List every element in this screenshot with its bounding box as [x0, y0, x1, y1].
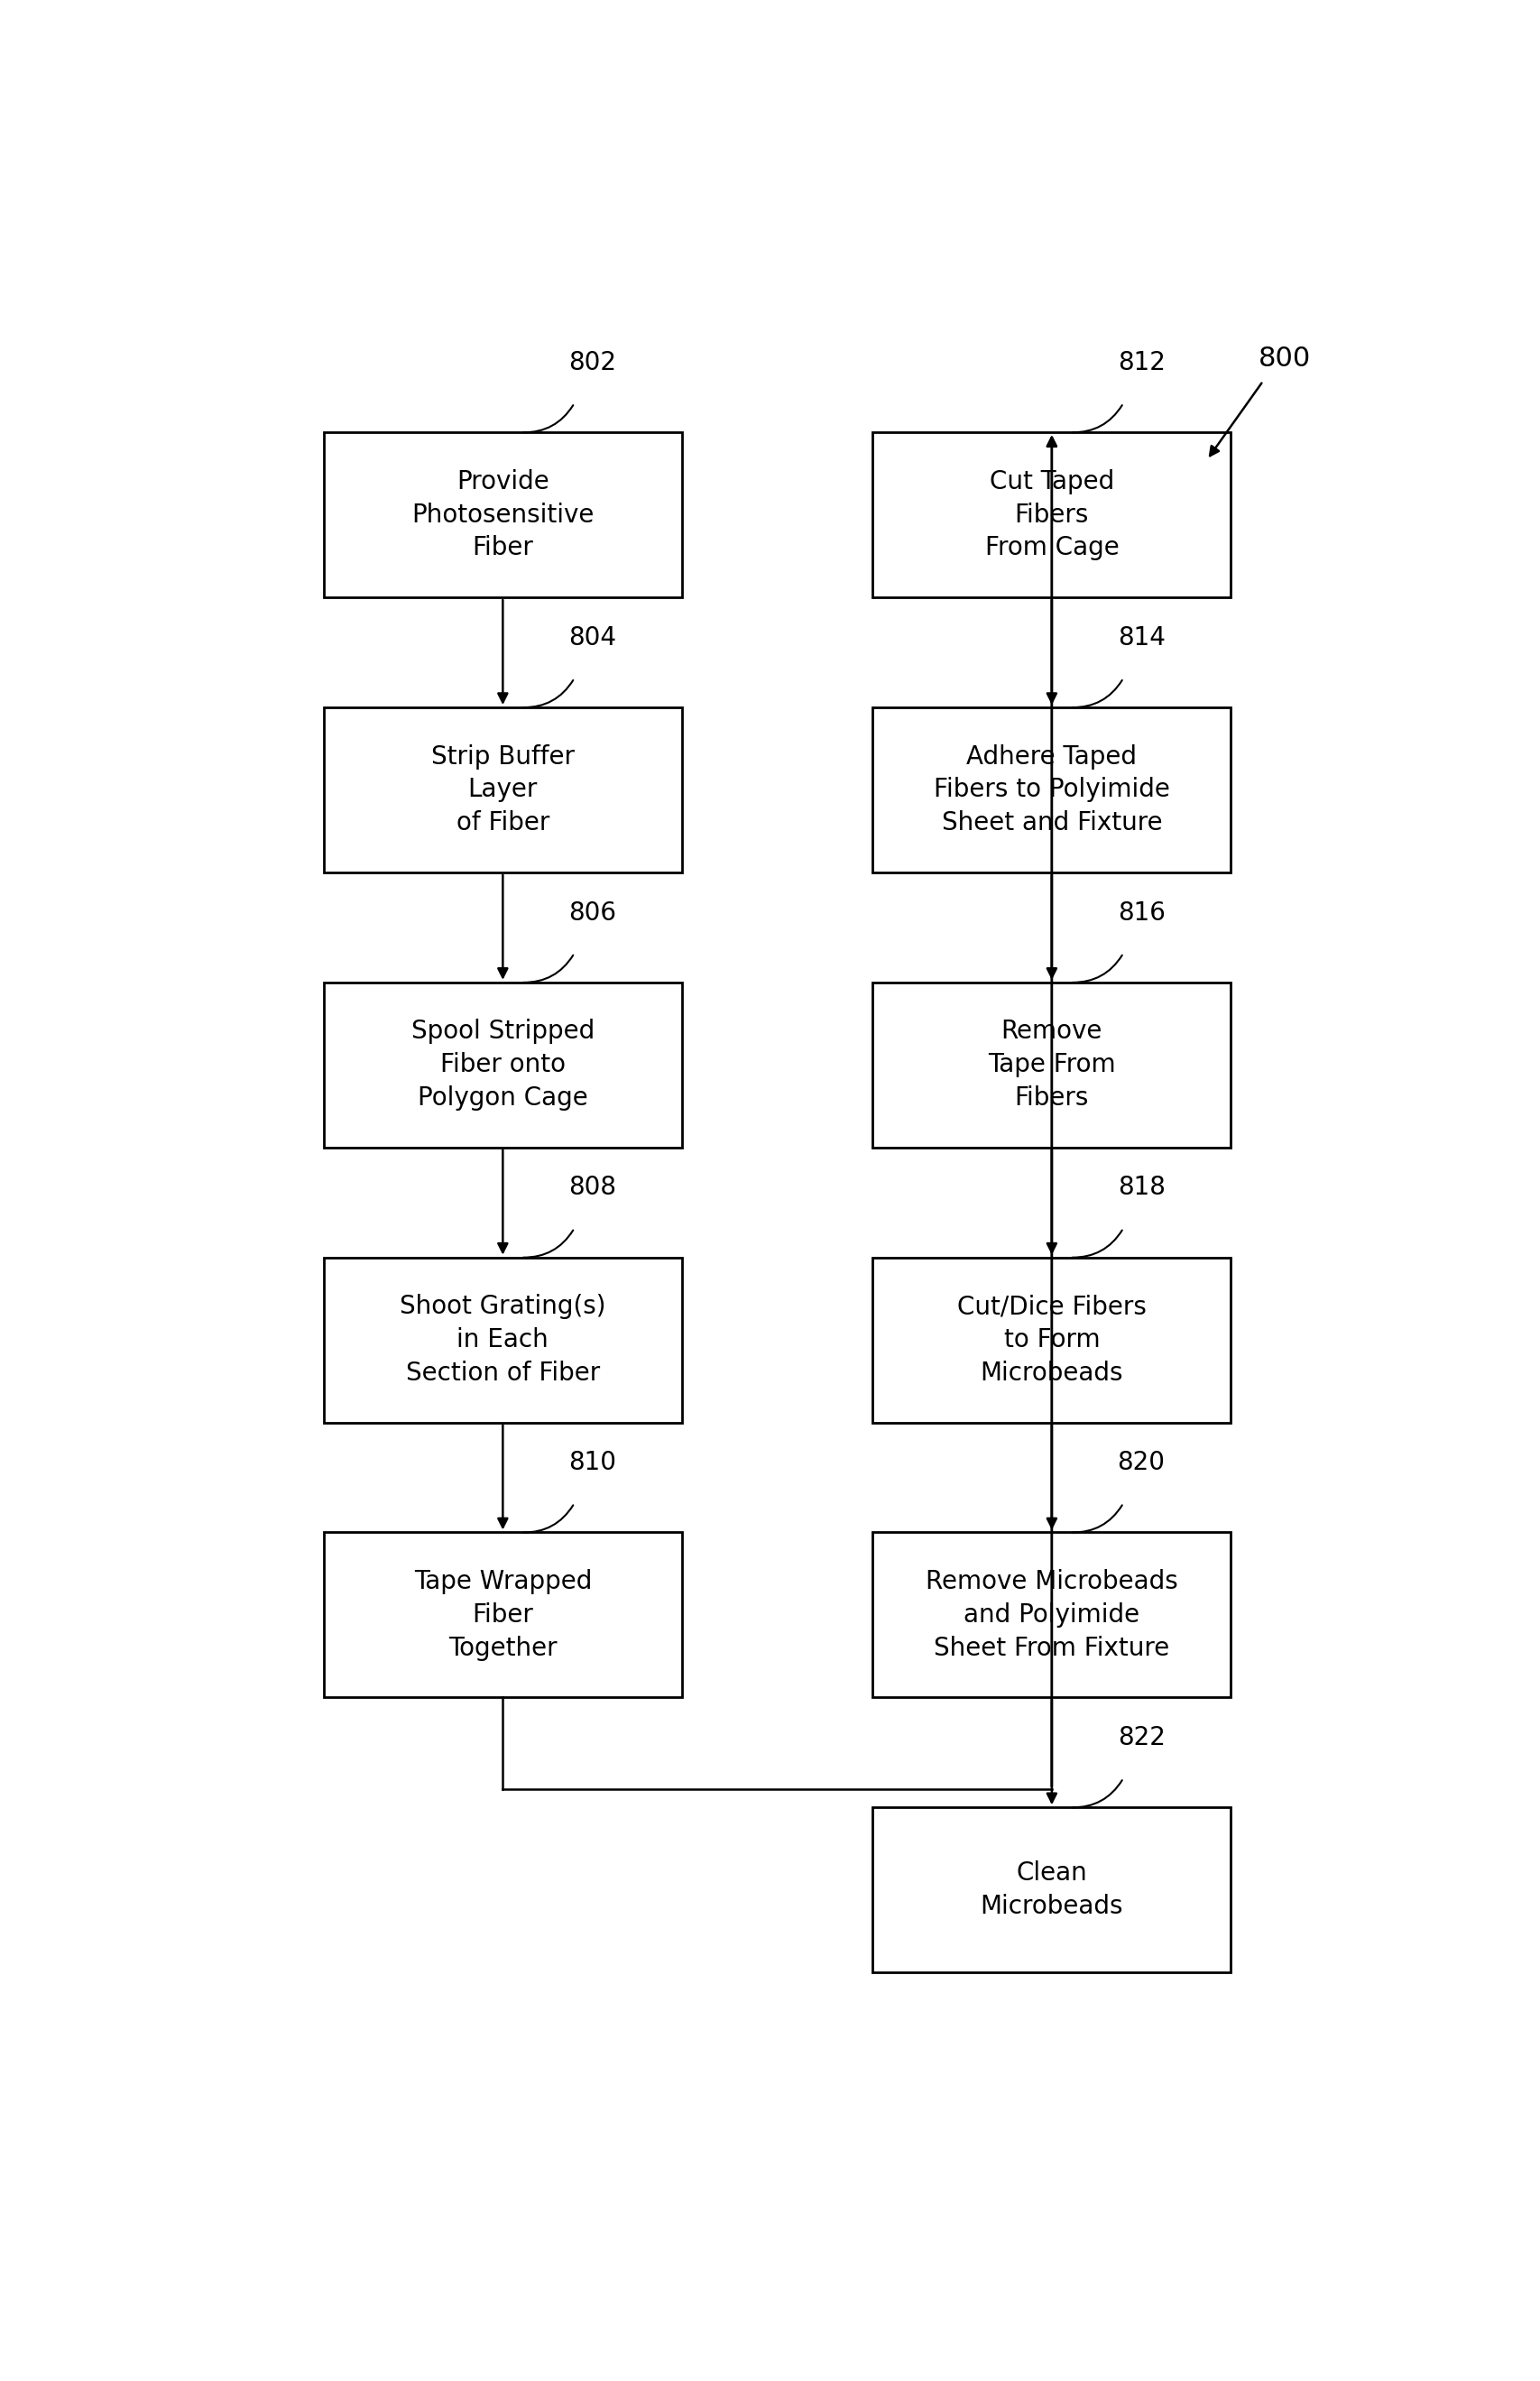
FancyBboxPatch shape	[873, 707, 1230, 871]
FancyBboxPatch shape	[873, 433, 1230, 598]
Text: Strip Buffer
Layer
of Fiber: Strip Buffer Layer of Fiber	[431, 745, 574, 836]
Text: Cut/Dice Fibers
to Form
Microbeads: Cut/Dice Fibers to Form Microbeads	[958, 1295, 1146, 1386]
Text: 806: 806	[568, 900, 616, 926]
Text: 820: 820	[1118, 1450, 1166, 1476]
FancyBboxPatch shape	[323, 1257, 682, 1421]
Text: Provide
Photosensitive
Fiber: Provide Photosensitive Fiber	[411, 469, 594, 560]
Text: Shoot Grating(s)
in Each
Section of Fiber: Shoot Grating(s) in Each Section of Fibe…	[400, 1295, 605, 1386]
Text: Adhere Taped
Fibers to Polyimide
Sheet and Fixture: Adhere Taped Fibers to Polyimide Sheet a…	[933, 745, 1170, 836]
Text: 808: 808	[568, 1176, 616, 1200]
FancyBboxPatch shape	[323, 707, 682, 871]
FancyBboxPatch shape	[873, 1533, 1230, 1698]
Text: 814: 814	[1118, 626, 1166, 650]
Text: 816: 816	[1118, 900, 1166, 926]
FancyBboxPatch shape	[873, 1807, 1230, 1971]
Text: Remove
Tape From
Fibers: Remove Tape From Fibers	[989, 1019, 1115, 1110]
FancyBboxPatch shape	[873, 983, 1230, 1148]
Text: Clean
Microbeads: Clean Microbeads	[981, 1860, 1123, 1919]
Text: Remove Microbeads
and Polyimide
Sheet From Fixture: Remove Microbeads and Polyimide Sheet Fr…	[926, 1569, 1178, 1660]
Text: 812: 812	[1118, 350, 1166, 376]
Text: 800: 800	[1258, 345, 1311, 371]
Text: 818: 818	[1118, 1176, 1166, 1200]
Text: 802: 802	[568, 350, 616, 376]
Text: 822: 822	[1118, 1726, 1166, 1750]
FancyBboxPatch shape	[873, 1257, 1230, 1421]
FancyBboxPatch shape	[323, 433, 682, 598]
Text: Spool Stripped
Fiber onto
Polygon Cage: Spool Stripped Fiber onto Polygon Cage	[411, 1019, 594, 1110]
FancyBboxPatch shape	[323, 1533, 682, 1698]
Text: 804: 804	[568, 626, 616, 650]
FancyBboxPatch shape	[323, 983, 682, 1148]
Text: 810: 810	[568, 1450, 616, 1476]
Text: Cut Taped
Fibers
From Cage: Cut Taped Fibers From Cage	[984, 469, 1120, 560]
Text: Tape Wrapped
Fiber
Together: Tape Wrapped Fiber Together	[414, 1569, 591, 1660]
